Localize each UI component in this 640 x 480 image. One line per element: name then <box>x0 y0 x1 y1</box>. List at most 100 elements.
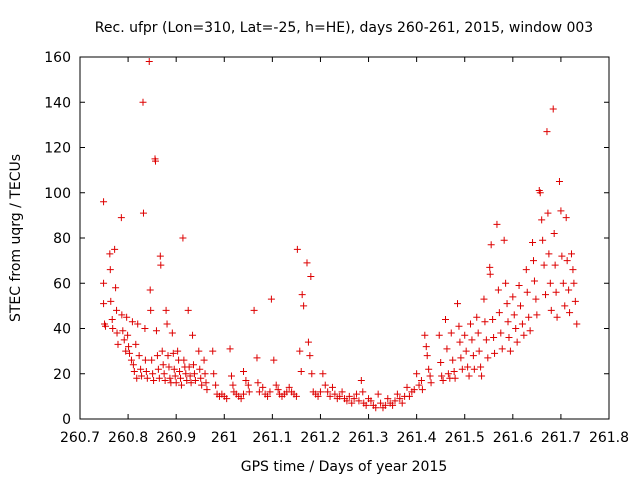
x-tick-label: 261.5 <box>445 430 485 446</box>
data-point <box>166 374 174 382</box>
data-point <box>159 361 167 369</box>
data-point <box>465 372 473 380</box>
data-point <box>174 347 182 355</box>
y-tick-label: 60 <box>53 276 71 292</box>
data-point <box>512 325 520 332</box>
data-point <box>223 395 231 403</box>
data-point <box>513 338 521 346</box>
data-point <box>486 270 494 278</box>
data-point <box>153 352 161 360</box>
data-point <box>443 345 451 353</box>
data-point <box>226 345 234 353</box>
data-point <box>372 404 380 412</box>
data-point <box>464 363 472 371</box>
data-point <box>377 399 385 407</box>
data-point <box>357 377 365 385</box>
data-point <box>254 379 262 387</box>
data-point <box>326 392 334 400</box>
data-point <box>426 372 434 380</box>
data-point <box>267 295 275 303</box>
data-point <box>274 386 282 394</box>
data-point <box>122 347 130 355</box>
x-tick-label: 260.7 <box>60 430 100 446</box>
data-point <box>264 392 272 400</box>
data-point <box>555 177 563 185</box>
data-point <box>481 318 489 326</box>
data-point <box>487 241 495 249</box>
data-point <box>270 356 278 364</box>
data-point <box>150 377 158 385</box>
data-point <box>389 401 397 409</box>
data-point <box>549 105 557 113</box>
data-point <box>473 313 481 321</box>
data-point <box>417 377 425 385</box>
data-point <box>189 361 197 369</box>
data-point <box>210 370 218 378</box>
data-point <box>168 329 176 337</box>
data-point <box>547 306 555 314</box>
data-point <box>486 263 494 271</box>
data-point <box>169 349 177 357</box>
data-point <box>538 216 546 224</box>
data-point <box>478 372 486 380</box>
data-point <box>477 363 485 371</box>
data-point <box>367 397 375 405</box>
data-point <box>489 315 497 323</box>
data-point <box>536 189 544 197</box>
data-point <box>128 318 136 326</box>
data-point <box>304 338 312 346</box>
data-point <box>170 365 178 373</box>
data-point <box>161 377 169 385</box>
data-point <box>123 313 131 321</box>
data-point <box>285 383 293 391</box>
data-point <box>506 347 514 355</box>
data-point <box>242 377 250 385</box>
y-tick-label: 40 <box>53 322 71 338</box>
data-point <box>498 345 506 353</box>
data-point <box>557 207 565 215</box>
data-point <box>522 266 530 274</box>
data-point <box>561 302 569 310</box>
data-point <box>176 367 184 375</box>
data-point <box>316 388 324 396</box>
data-point <box>345 392 353 400</box>
data-point <box>502 279 510 287</box>
data-point <box>570 279 578 287</box>
data-point <box>573 320 581 328</box>
data-point <box>209 347 217 355</box>
data-point <box>544 209 552 217</box>
data-point <box>155 374 163 382</box>
data-point <box>191 377 199 385</box>
data-point <box>425 365 433 373</box>
data-point <box>117 214 125 222</box>
axis-ticks: 260.7 260.8 260.9 261 261.1 261.2 261.3 261.4 26… <box>44 50 629 446</box>
x-tick-label: 261 <box>211 430 238 446</box>
data-point <box>461 331 469 339</box>
data-point <box>255 388 263 396</box>
data-point <box>200 356 208 364</box>
data-point <box>237 395 245 403</box>
data-point <box>450 367 458 375</box>
data-point <box>141 356 149 364</box>
data-point <box>298 291 306 299</box>
data-point <box>253 354 261 362</box>
data-point <box>164 352 172 360</box>
data-point <box>324 388 332 396</box>
data-point <box>112 284 120 292</box>
data-point <box>480 295 488 303</box>
data-point <box>543 128 551 136</box>
data-point <box>113 306 121 314</box>
data-point <box>374 390 382 398</box>
data-point <box>510 311 518 319</box>
data-point <box>319 370 327 378</box>
data-point <box>542 291 550 299</box>
data-point <box>100 279 108 287</box>
data-point <box>362 401 370 409</box>
data-point <box>518 320 526 328</box>
data-point <box>187 379 195 387</box>
data-point <box>494 286 502 294</box>
data-point <box>165 363 173 371</box>
x-tick-label: 261.7 <box>541 430 581 446</box>
x-tick-label: 261.3 <box>348 430 388 446</box>
